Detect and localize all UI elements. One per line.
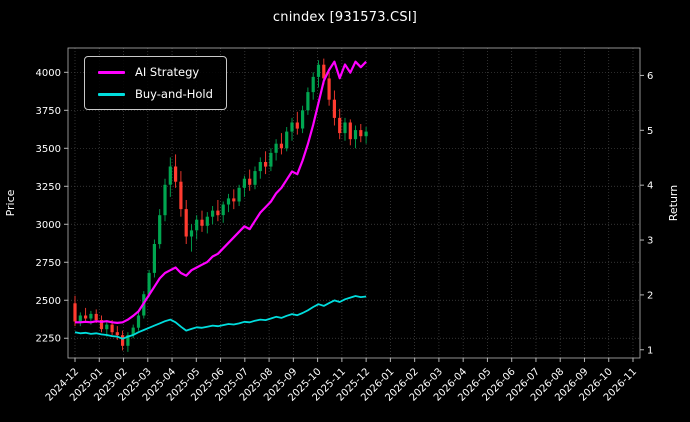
- ai-strategy-legend-line: [98, 70, 125, 74]
- svg-text:5: 5: [647, 126, 653, 137]
- axis-ticks: [64, 71, 644, 362]
- svg-text:4000: 4000: [36, 68, 61, 79]
- svg-text:3750: 3750: [36, 106, 61, 117]
- ai-strategy-legend-label: AI Strategy: [135, 65, 200, 79]
- price-axis-label: Price: [4, 189, 17, 216]
- svg-text:2250: 2250: [36, 334, 61, 345]
- legend-box: AI Strategy Buy-and-Hold: [84, 56, 227, 110]
- legend-item-buy-and-hold: Buy-and-Hold: [98, 87, 213, 101]
- svg-text:2750: 2750: [36, 258, 61, 269]
- svg-text:3: 3: [647, 236, 653, 247]
- ai-strategy-line: [75, 60, 367, 324]
- buy-and-hold-legend-line: [98, 92, 125, 96]
- svg-text:1: 1: [647, 345, 653, 356]
- svg-text:4: 4: [647, 181, 653, 192]
- svg-text:2500: 2500: [36, 296, 61, 307]
- svg-text:2: 2: [647, 290, 653, 301]
- axis-tick-labels: 2250250027503000325035003750400012345620…: [36, 68, 654, 404]
- chart-title: cnindex [931573.CSI]: [272, 10, 418, 25]
- return-axis-label: Return: [667, 185, 680, 222]
- legend-item-ai-strategy: AI Strategy: [98, 65, 213, 79]
- svg-text:3000: 3000: [36, 220, 61, 231]
- svg-text:3250: 3250: [36, 182, 61, 193]
- svg-text:6: 6: [647, 71, 653, 82]
- candlestick-series: [73, 58, 368, 352]
- buy-and-hold-legend-label: Buy-and-Hold: [135, 87, 213, 101]
- plot-frame: [67, 47, 641, 359]
- svg-text:3500: 3500: [36, 144, 61, 155]
- buy-and-hold-line: [74, 295, 367, 340]
